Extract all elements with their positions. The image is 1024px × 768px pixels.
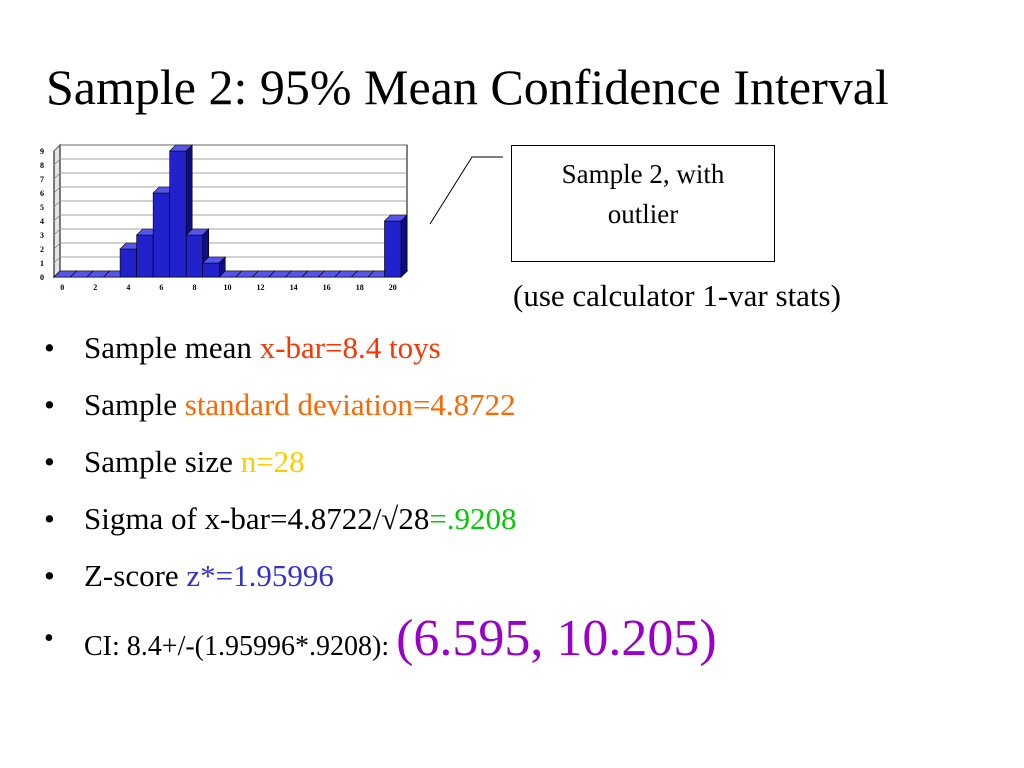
bar-top	[185, 228, 210, 236]
bullet-glyph: •	[44, 444, 55, 479]
chart-side-wall	[53, 143, 61, 279]
x-tick-label: 2	[93, 283, 97, 292]
x-tick-label: 0	[60, 283, 64, 292]
x-tick-label: 14	[290, 283, 298, 292]
y-tick-label: 9	[40, 147, 44, 156]
gridline	[53, 200, 407, 208]
bar-top	[383, 214, 408, 222]
bar-top	[201, 256, 226, 264]
y-tick-label: 0	[40, 273, 44, 282]
y-tick-label: 6	[40, 189, 44, 198]
callout-line-2: outlier	[607, 199, 679, 229]
bar-top	[168, 144, 193, 152]
x-tick-label: 4	[126, 283, 130, 292]
bullet-glyph: •	[44, 558, 55, 593]
bar-side	[400, 214, 408, 278]
calculator-note: (use calculator 1-var stats)	[513, 278, 841, 313]
bar	[202, 262, 220, 278]
bullet-highlight: z*=1.95996	[186, 558, 334, 593]
bullet-text: Sample	[84, 387, 185, 422]
gridline	[53, 256, 407, 264]
gridline	[53, 242, 407, 250]
x-tick-label: 8	[192, 283, 196, 292]
bullet-item-sigma: • Sigma of x-bar=4.8722/√28=.9208	[44, 497, 717, 554]
bullet-list: • Sample mean x-bar=8.4 toys • Sample st…	[44, 326, 717, 681]
bullet-glyph: •	[44, 623, 54, 654]
bullet-text: Sigma of x-bar=4.8722/√28	[84, 501, 430, 536]
x-tick-label: 20	[389, 283, 397, 292]
gridline	[53, 186, 407, 194]
callout-line-1: Sample 2, with	[561, 159, 725, 189]
x-tick-label: 18	[356, 283, 364, 292]
y-tick-label: 1	[40, 259, 44, 268]
bullet-highlight: standard deviation=4.8722	[184, 387, 516, 422]
bar	[136, 234, 154, 278]
x-tick-label: 12	[257, 283, 265, 292]
x-tick-label: 10	[224, 283, 232, 292]
y-tick-label: 4	[40, 217, 44, 226]
bar	[185, 234, 204, 278]
bullet-item-size: • Sample size n=28	[44, 440, 717, 497]
y-tick-label: 8	[40, 161, 44, 170]
bullet-text: CI: 8.4+/-(1.95996*.9208):	[84, 631, 397, 662]
bullet-text: Z-score	[84, 558, 187, 593]
x-tick-label: 16	[323, 283, 331, 292]
bullet-item-ci: • CI: 8.4+/-(1.95996*.9208): (6.595, 10.…	[44, 611, 717, 681]
bullet-highlight: n=28	[240, 444, 305, 479]
gridline	[53, 144, 407, 152]
bullet-glyph: •	[44, 330, 55, 365]
chart-back-wall	[59, 144, 408, 272]
y-tick-label: 7	[40, 175, 44, 184]
callout-box: Sample 2, with outlier	[511, 145, 775, 262]
gridline	[53, 228, 407, 236]
bullet-item-stdev: • Sample standard deviation=4.8722	[44, 383, 717, 440]
slide-title: Sample 2: 95% Mean Confidence Interval	[46, 59, 889, 115]
bullet-text: Sample size	[84, 444, 241, 479]
gridline	[53, 158, 407, 166]
bullet-item-mean: • Sample mean x-bar=8.4 toys	[44, 326, 717, 383]
bullet-highlight: =.9208	[429, 501, 517, 536]
bullet-text: Sample mean	[84, 330, 260, 365]
gridline	[53, 214, 407, 222]
bullet-item-zscore: • Z-score z*=1.95996	[44, 554, 717, 611]
bullet-glyph: •	[44, 501, 55, 536]
y-tick-label: 3	[40, 231, 44, 240]
gridline	[53, 172, 407, 180]
y-tick-label: 2	[40, 245, 44, 254]
bar	[384, 220, 402, 278]
bar	[152, 192, 170, 278]
bullet-glyph: •	[44, 387, 55, 422]
bar	[169, 150, 187, 278]
x-tick-label: 6	[159, 283, 163, 292]
y-tick-label: 5	[40, 203, 44, 212]
bar	[119, 248, 137, 278]
bullet-highlight: (6.595, 10.205)	[396, 610, 717, 667]
bullet-highlight: x-bar=8.4 toys	[259, 330, 441, 365]
